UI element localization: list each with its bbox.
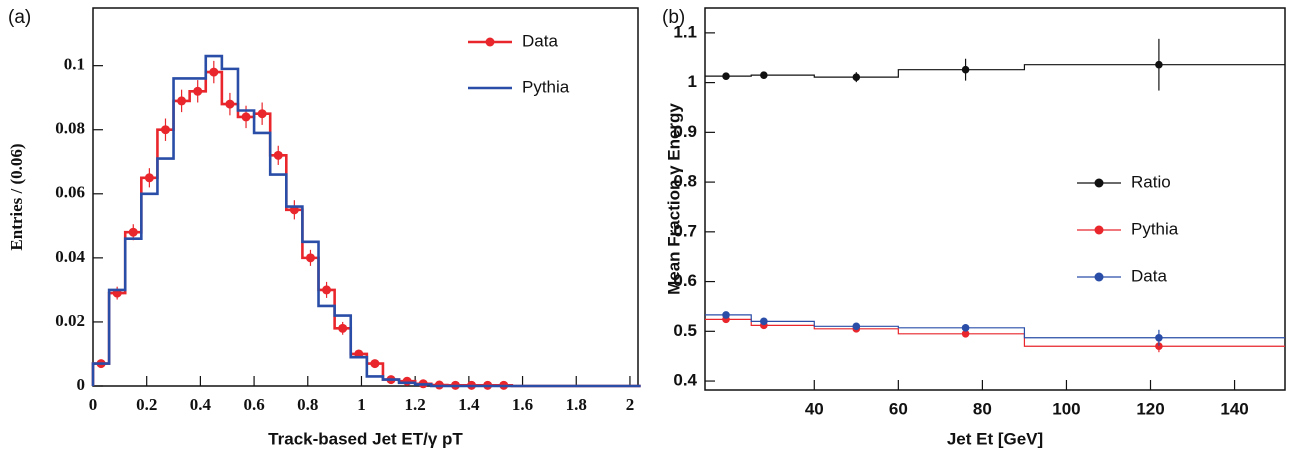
x-tick-label: 0.2 xyxy=(136,395,157,414)
y-tick-label: 0.9 xyxy=(673,122,697,141)
panel-label: (b) xyxy=(662,7,685,28)
data-point xyxy=(760,317,768,326)
data-point xyxy=(338,323,348,333)
data-point xyxy=(722,311,730,319)
plot-frame xyxy=(92,7,639,387)
y-tick-label: 0.4 xyxy=(673,371,697,390)
data-point xyxy=(273,150,283,160)
x-tick-label: 1 xyxy=(357,395,366,414)
x-tick-label: 1.4 xyxy=(458,395,480,414)
legend-label: Data xyxy=(522,31,558,50)
data-point xyxy=(852,73,861,81)
data-point xyxy=(241,112,251,122)
y-tick-label: 0 xyxy=(77,375,86,394)
x-tick-label: 140 xyxy=(1220,399,1248,418)
data-point xyxy=(1155,60,1163,69)
y-tick-label: 0.04 xyxy=(55,247,85,266)
x-tick-label: 100 xyxy=(1052,399,1080,418)
data-point xyxy=(209,67,219,77)
x-tick-label: 1.8 xyxy=(566,395,587,414)
data-point xyxy=(257,109,267,119)
x-axis-label: Track-based Jet ET/γ pT xyxy=(268,429,463,448)
data-point xyxy=(961,65,970,74)
y-tick-label: 1 xyxy=(688,72,697,91)
y-tick-label: 0.02 xyxy=(55,311,85,330)
x-tick-label: 0.8 xyxy=(297,395,318,414)
legend-marker xyxy=(1094,272,1104,282)
legend-marker xyxy=(1094,178,1104,188)
legend-label: Ratio xyxy=(1131,172,1171,191)
legend-label: Pythia xyxy=(522,77,570,96)
y-tick-label: 1.1 xyxy=(673,22,697,41)
data-point xyxy=(193,86,203,96)
x-axis-label: Jet Et [GeV] xyxy=(947,429,1043,448)
data-point xyxy=(370,359,380,369)
x-tick-label: 80 xyxy=(973,399,992,418)
step-line xyxy=(705,64,1285,78)
panel-label: (a) xyxy=(8,7,31,28)
data-point xyxy=(177,96,187,106)
y-tick-label: 0.1 xyxy=(64,55,85,74)
y-tick-label: 0.7 xyxy=(673,221,697,240)
y-tick-label: 0.06 xyxy=(55,183,85,202)
data-point xyxy=(1155,342,1163,351)
data-point xyxy=(128,227,138,237)
data-point xyxy=(402,376,412,386)
data-point xyxy=(961,324,970,332)
data-point xyxy=(722,72,730,80)
y-tick-label: 0.6 xyxy=(673,271,697,290)
data-point xyxy=(322,285,332,295)
data-point xyxy=(160,125,170,135)
legend-marker xyxy=(1094,225,1104,235)
data-point xyxy=(760,71,768,79)
y-tick-label: 0.5 xyxy=(673,321,697,340)
x-tick-label: 1.2 xyxy=(405,395,426,414)
data-point xyxy=(852,322,861,331)
data-point xyxy=(1155,333,1163,342)
data-point xyxy=(305,253,315,263)
x-tick-label: 0 xyxy=(89,395,98,414)
data-point xyxy=(144,173,154,183)
plot-frame xyxy=(704,7,1286,391)
x-tick-label: 0.4 xyxy=(190,395,212,414)
data-point xyxy=(961,329,970,338)
y-tick-label: 0.08 xyxy=(55,119,85,138)
step-line xyxy=(91,70,641,388)
x-tick-label: 60 xyxy=(889,399,908,418)
step-line xyxy=(91,54,641,388)
legend-marker xyxy=(485,37,495,47)
x-tick-label: 1.6 xyxy=(512,395,533,414)
data-point xyxy=(225,99,235,109)
y-axis-label: Mean Fraction γ Energy xyxy=(664,103,683,295)
y-tick-label: 0.8 xyxy=(673,172,697,191)
x-tick-label: 0.6 xyxy=(243,395,264,414)
x-tick-label: 120 xyxy=(1136,399,1164,418)
step-line xyxy=(705,318,1285,347)
legend-label: Data xyxy=(1131,266,1167,285)
x-tick-label: 2 xyxy=(626,395,635,414)
legend-label: Pythia xyxy=(1131,219,1179,238)
x-tick-label: 40 xyxy=(805,399,824,418)
y-axis-label: Entries / (0.06) xyxy=(7,143,26,250)
